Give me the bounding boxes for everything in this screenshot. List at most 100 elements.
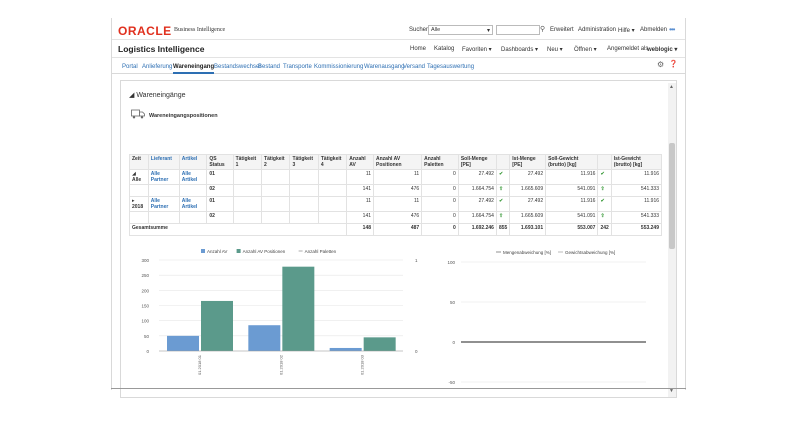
table-cell[interactable]: ▸ 2018 (129, 196, 149, 212)
row-label: 2018 (132, 204, 144, 210)
col-header[interactable]: Soll-Menge [PE] (457, 154, 497, 170)
col-header[interactable]: Ist-Menge [PE] (509, 154, 547, 170)
section-title: Wareneingänge (136, 92, 186, 99)
more-icon[interactable]: ••• (669, 25, 675, 34)
check-icon: ✔ (498, 171, 504, 177)
col-header[interactable]: Lieferant (147, 154, 180, 170)
table-cell[interactable]: Alle Partner (147, 169, 180, 185)
table-cell (129, 184, 149, 197)
bottom-border (111, 388, 686, 389)
table-cell[interactable]: Alle Artikel (178, 169, 208, 185)
tab-warenausgang[interactable]: Warenausgang (364, 64, 405, 70)
col-header[interactable]: Anzahl Paletten (421, 154, 459, 170)
collapse-icon[interactable]: ◢ (132, 171, 136, 177)
search-scope-select[interactable]: Alle ▾ (428, 25, 493, 35)
col-header[interactable]: Tätigkeit 1 (232, 154, 263, 170)
col-header[interactable]: Tätigkeit 3 (289, 154, 319, 170)
help-menu[interactable]: Hilfe ▾ (618, 28, 635, 34)
table-cell: 1.664.754 (457, 211, 497, 224)
legend-label: Anzahl AV Positionen (243, 249, 286, 254)
search-icon[interactable]: ⚲ (540, 26, 546, 33)
user-menu[interactable]: weblogic ▾ (647, 47, 678, 53)
tab-bestandswechsel[interactable]: Bestandswechsel (214, 64, 261, 70)
table-cell: 27.492 (457, 169, 497, 185)
scroll-up-icon[interactable]: ▲ (669, 84, 674, 90)
legend-label: Anzahl Paletten (305, 249, 337, 254)
table-cell: 11 (373, 169, 423, 185)
tab-bestand[interactable]: Bestand (258, 64, 281, 70)
administration-link[interactable]: Administration (578, 27, 617, 33)
table-cell: 27.492 (457, 196, 497, 212)
legend-label: Mengenabweichung [%] (503, 250, 551, 255)
table-cell[interactable]: ◢ Alle (129, 169, 149, 185)
table-cell[interactable]: Alle Artikel (178, 196, 208, 212)
scrollbar-thumb[interactable] (669, 143, 675, 249)
tab-anlieferung[interactable]: Anlieferung (142, 64, 173, 70)
nav-home[interactable]: Home (410, 46, 427, 52)
bar (282, 266, 315, 351)
tab-wareneingang[interactable]: Wareneingang (173, 64, 215, 74)
nav-favorites[interactable]: Favoriten ▾ (462, 47, 492, 53)
total-cell: 1.692.246 (457, 223, 497, 236)
table-cell (147, 211, 180, 224)
table-row: 02 141 476 0 1.664.754 ⇧ 1.665.609 541.091 ⇧ 541.… (129, 211, 663, 224)
tab-tagesauswertung[interactable]: Tagesauswertung (427, 64, 475, 70)
bar (248, 325, 281, 351)
table-cell: 11.916 (610, 196, 663, 212)
x-tick-label: 01.2018 02 (278, 354, 283, 375)
y-tick-label: 300 (141, 258, 149, 263)
table-cell (289, 184, 319, 197)
tab-kommissionierung[interactable]: Kommissionierung (314, 64, 364, 70)
table-cell (261, 184, 291, 197)
col-header[interactable]: Soll-Gewicht (brutto) [kg] (545, 154, 599, 170)
table-cell: 476 (373, 211, 423, 224)
advanced-link[interactable]: Erweitert (550, 27, 574, 33)
col-header[interactable]: Tätigkeit 2 (261, 154, 291, 170)
tab-transporte[interactable]: Transporte (283, 64, 312, 70)
tab-portal[interactable]: Portal (122, 64, 138, 70)
table-cell: 141 (346, 184, 375, 197)
nav-dashboards[interactable]: Dashboards ▾ (501, 47, 539, 53)
oracle-logo[interactable]: ORACLE (118, 24, 172, 38)
table-cell[interactable]: Alle Partner (147, 196, 180, 212)
col-header[interactable]: Anzahl AV (346, 154, 375, 170)
col-header[interactable]: Zeit (129, 154, 149, 170)
help-icon[interactable]: ❓ (669, 61, 678, 68)
section-header[interactable]: ◢ Wareneingänge (129, 91, 186, 99)
table-cell: 541.091 (545, 211, 599, 224)
table-cell: 141 (346, 211, 375, 224)
col-header[interactable]: Ist-Gewicht (brutto) [kg] (610, 154, 663, 170)
table-cell: 11.916 (545, 169, 599, 185)
table-cell (178, 211, 208, 224)
table-cell: 27.492 (509, 169, 547, 185)
table-row: ▸ 2018 Alle Partner Alle Artikel 01 11 11 0 27.… (129, 196, 663, 212)
tab-versand[interactable]: Versand (403, 64, 426, 70)
table-cell (317, 196, 348, 212)
legend-label: Gewichtsabweichung [%] (565, 250, 615, 255)
table-cell: 11 (346, 169, 375, 185)
table-cell: 476 (373, 184, 423, 197)
gear-icon[interactable]: ⚙ (657, 60, 665, 69)
search-input[interactable] (496, 25, 540, 35)
table-cell (261, 196, 291, 212)
table-cell: ✔ (597, 196, 612, 212)
up-arrow-icon: ⇧ (600, 186, 605, 192)
nav-new[interactable]: Neu ▾ (547, 47, 563, 53)
logo-subtitle: Business Intelligence (174, 27, 226, 33)
table-cell (147, 184, 180, 197)
collapse-icon[interactable]: ◢ (129, 92, 137, 99)
table-cell: 02 (206, 211, 234, 224)
y-tick-label: 150 (141, 304, 149, 309)
logout-link[interactable]: Abmelden (640, 27, 668, 33)
col-header[interactable]: Tätigkeit 4 (317, 154, 348, 170)
app-title: Logistics Intelligence (118, 44, 205, 54)
scroll-down-icon[interactable]: ▼ (669, 388, 674, 394)
table-cell (232, 196, 263, 212)
col-header[interactable]: Anzahl AV Positionen (373, 154, 423, 170)
nav-open[interactable]: Öffnen ▾ (574, 47, 597, 53)
col-header[interactable]: Artikel (178, 154, 208, 170)
table-cell (232, 169, 263, 185)
nav-catalog[interactable]: Katalog (434, 46, 455, 52)
expand-icon[interactable]: ▸ (132, 198, 135, 204)
col-header[interactable]: QS Status (206, 154, 234, 170)
